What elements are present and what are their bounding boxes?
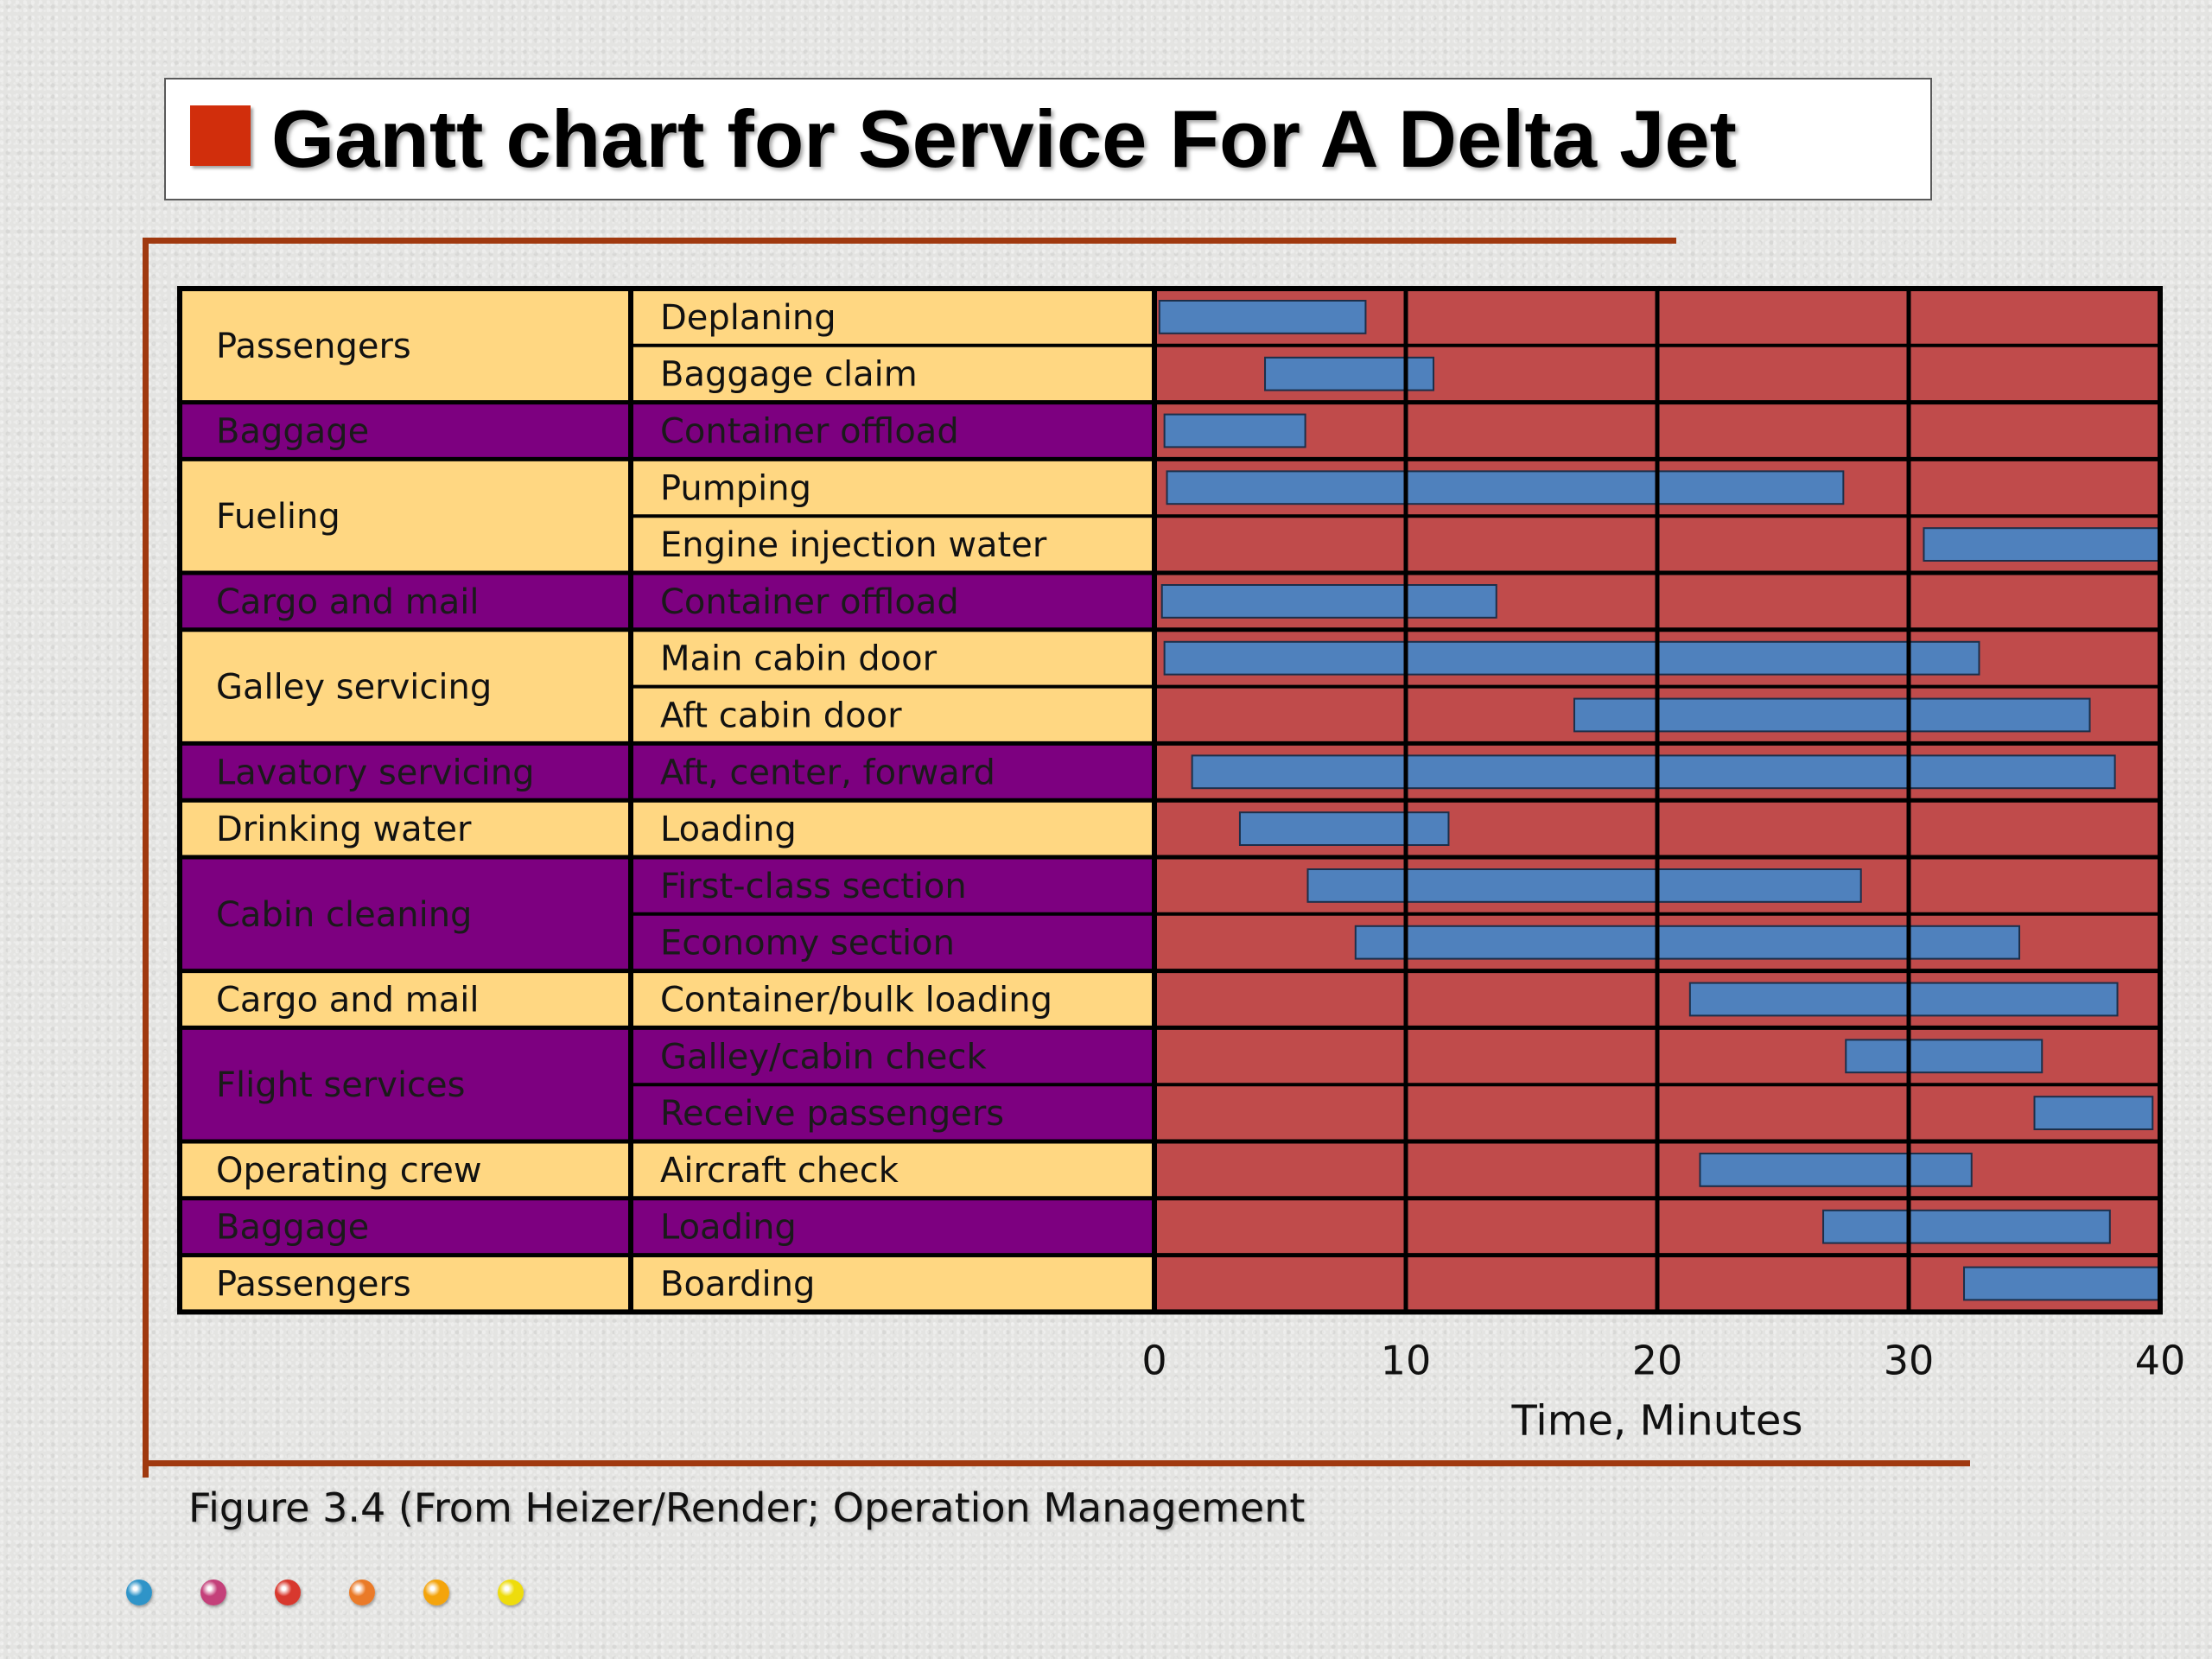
slide-dot: [498, 1580, 524, 1605]
slide-dot: [423, 1580, 449, 1605]
group-cell: [180, 1141, 1154, 1198]
x-tick-label: 40: [2135, 1337, 2186, 1383]
slide-title: Gantt chart for Service For A Delta Jet: [271, 93, 1737, 184]
task-label: Pumping: [660, 468, 811, 508]
group-label: Operating crew: [216, 1151, 482, 1191]
task-label: Container offload: [660, 582, 959, 622]
task-bar: [1688, 982, 2119, 1017]
group-cell: [180, 1198, 1154, 1255]
x-tick-label: 30: [1884, 1337, 1935, 1383]
group-label: Cabin cleaning: [216, 895, 472, 935]
group-label: Drinking water: [216, 810, 472, 849]
group-label: Cargo and mail: [216, 582, 479, 622]
task-bar: [1160, 584, 1497, 619]
task-bar: [1923, 527, 2161, 563]
group-cell: [180, 970, 1154, 1028]
slide-dot: [200, 1580, 226, 1605]
task-bar: [1845, 1039, 2044, 1074]
task-label: Aircraft check: [660, 1151, 899, 1191]
task-label: Baggage claim: [660, 355, 918, 395]
x-tick-label: 10: [1381, 1337, 1432, 1383]
task-label: Loading: [660, 810, 797, 849]
task-label: Container offload: [660, 412, 959, 452]
group-label: Passengers: [216, 1265, 411, 1305]
task-bar: [1163, 640, 1980, 676]
title-box: Gantt chart for Service For A Delta Jet: [164, 78, 1932, 200]
task-label: Boarding: [660, 1265, 815, 1305]
task-bar: [1699, 1153, 1973, 1187]
task-bar: [1158, 300, 1367, 334]
task-label: Receive passengers: [660, 1094, 1004, 1134]
group-label: Passengers: [216, 327, 411, 366]
group-cell: [180, 573, 1154, 630]
group-cell: [180, 743, 1154, 801]
task-bar: [1963, 1266, 2162, 1301]
group-label: Baggage: [216, 1208, 369, 1248]
task-bar: [1354, 925, 2021, 960]
group-label: Galley servicing: [216, 668, 492, 708]
slide-dot: [275, 1580, 301, 1605]
task-label: Deplaning: [660, 298, 836, 338]
task-label: Aft, center, forward: [660, 753, 995, 792]
task-label: Main cabin door: [660, 639, 938, 679]
task-bar: [1306, 868, 1862, 903]
group-cell: [180, 1255, 1154, 1313]
task-bar: [1264, 356, 1435, 391]
title-bullet-square: [190, 105, 251, 166]
figure-caption: Figure 3.4 (From Heizer/Render; Operatio…: [188, 1484, 1306, 1531]
frame-line-top: [143, 238, 1676, 244]
gantt-chart: Passengers Deplaning Baggage claim Baggage C…: [177, 286, 2186, 1445]
group-label: Baggage: [216, 412, 369, 452]
task-bar: [1163, 413, 1306, 448]
task-label: Economy section: [660, 924, 955, 963]
x-axis-label: Time, Minutes: [1511, 1396, 1803, 1445]
group-label: Lavatory servicing: [216, 753, 535, 792]
group-label: Fueling: [216, 497, 340, 537]
group-cell: [180, 402, 1154, 460]
task-label: Aft cabin door: [660, 696, 902, 736]
slide-dot: [349, 1580, 375, 1605]
task-label: Loading: [660, 1208, 797, 1248]
task-label: Galley/cabin check: [660, 1037, 988, 1077]
task-label: Engine injection water: [660, 525, 1047, 565]
task-bar: [1822, 1209, 2111, 1244]
group-label: Cargo and mail: [216, 981, 479, 1020]
frame-line-bottom: [143, 1460, 1970, 1466]
table-border: [177, 286, 2163, 1315]
task-bar: [1191, 754, 2116, 790]
task-bar: [1238, 811, 1450, 847]
task-label: Container/bulk loading: [660, 981, 1052, 1020]
x-tick-label: 0: [1141, 1337, 1166, 1383]
x-tick-label: 20: [1632, 1337, 1683, 1383]
task-bar: [1573, 697, 2091, 733]
task-bar: [2033, 1096, 2154, 1130]
slide-dot: [126, 1580, 152, 1605]
task-bar: [1166, 470, 1845, 505]
frame-line-left: [143, 238, 149, 1478]
group-label: Flight services: [216, 1065, 466, 1105]
task-label: First-class section: [660, 867, 967, 906]
group-cell: [180, 800, 1154, 857]
